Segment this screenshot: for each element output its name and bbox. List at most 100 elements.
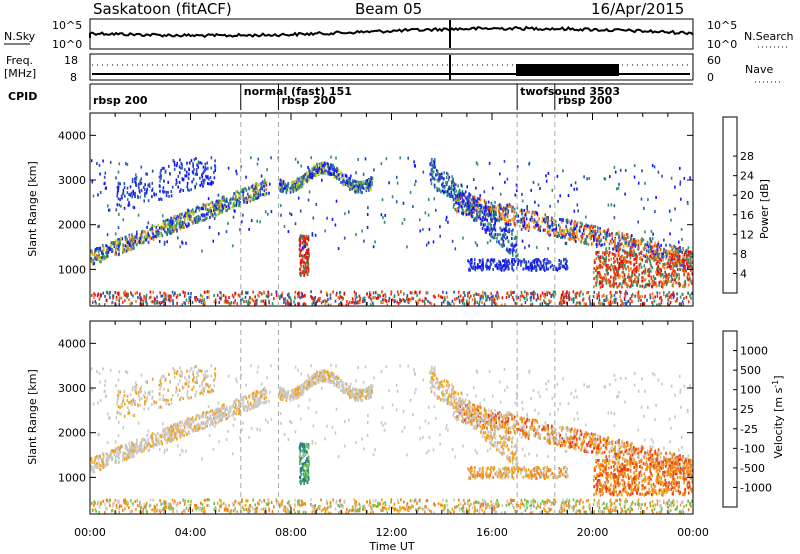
echo-cell [471, 207, 474, 211]
echo-cell [140, 298, 143, 302]
echo-cell [644, 259, 647, 263]
echo-cell [576, 222, 578, 226]
echo-cell [114, 251, 117, 255]
echo-cell [118, 248, 120, 252]
echo-cell [261, 180, 264, 184]
echo-cell [461, 193, 464, 197]
echo-cell [506, 207, 508, 211]
echo-cell [471, 215, 474, 219]
echo-cell [419, 218, 421, 222]
echo-cell [578, 238, 580, 241]
echo-cell [526, 204, 528, 208]
echo-cell [590, 302, 593, 306]
echo-cell [130, 247, 133, 251]
echo-cell [145, 293, 148, 297]
echo-cell [632, 269, 635, 273]
echo-cell [560, 218, 563, 222]
echo-cell [565, 233, 567, 237]
echo-cell [268, 301, 270, 305]
echo-cell [324, 300, 327, 304]
echo-cell [171, 217, 174, 221]
echo-cell [293, 188, 296, 192]
echo-cell [195, 182, 198, 186]
echo-cell [327, 303, 330, 306]
echo-cell [225, 230, 228, 234]
echo-cell [186, 185, 189, 189]
echo-cell [223, 197, 225, 201]
echo-cell [363, 296, 366, 300]
echo-cell [269, 182, 271, 186]
echo-cell [178, 225, 181, 229]
echo-cell [627, 242, 630, 246]
echo-cell [543, 261, 545, 265]
echo-cell [130, 291, 132, 295]
echo-cell [517, 261, 520, 265]
echo-cell [596, 266, 599, 270]
echo-cell [283, 182, 285, 186]
echo-cell [490, 219, 493, 223]
echo-cell [546, 291, 548, 295]
echo-cell [116, 203, 119, 207]
echo-cell [618, 284, 620, 288]
echo-cell [637, 276, 639, 280]
echo-cell [639, 295, 641, 299]
echo-cell [670, 296, 673, 300]
echo-cell [225, 209, 227, 213]
echo-cell [538, 227, 541, 231]
echo-cell [299, 184, 301, 188]
echo-cell [255, 299, 257, 303]
echo-cell [454, 195, 457, 199]
echo-cell [459, 201, 461, 205]
echo-cell [627, 272, 630, 276]
echo-cell [284, 186, 286, 190]
echo-cell [603, 252, 606, 256]
echo-cell [441, 189, 444, 193]
echo-cell [688, 265, 690, 269]
echo-cell [252, 197, 254, 201]
echo-cell [659, 257, 661, 261]
echo-cell [125, 249, 128, 253]
echo-cell [163, 298, 165, 301]
echo-cell [563, 232, 566, 236]
echo-cell [652, 283, 655, 287]
echo-cell [202, 213, 204, 217]
echo-cell [116, 191, 119, 195]
echo-cell [185, 174, 188, 178]
echo-cell [621, 261, 624, 265]
echo-cell [666, 265, 669, 269]
echo-cell [615, 282, 617, 286]
echo-cell [494, 232, 497, 236]
echo-cell [364, 182, 366, 185]
echo-cell [506, 212, 509, 216]
echo-cell [633, 262, 636, 266]
echo-cell [566, 267, 568, 271]
echo-cell [544, 292, 546, 296]
echo-cell [183, 221, 185, 225]
echo-cell [326, 299, 328, 303]
echo-cell [461, 209, 464, 213]
echo-cell [99, 256, 102, 260]
echo-cell [317, 172, 320, 176]
echo-cell [275, 291, 278, 295]
echo-cell [536, 212, 538, 216]
echo-cell [131, 178, 134, 181]
echo-cell [445, 190, 447, 194]
echo-cell [670, 176, 673, 180]
echo-cell [662, 255, 665, 258]
echo-cell [616, 248, 618, 252]
echo-cell [604, 263, 607, 267]
echo-cell [643, 264, 646, 268]
echo-cell [611, 252, 614, 256]
echo-cell [255, 192, 258, 196]
echo-cell [633, 280, 635, 284]
echo-cell [602, 251, 604, 255]
echo-cell [143, 199, 145, 203]
echo-cell [205, 212, 208, 216]
echo-cell [307, 198, 310, 202]
echo-cell [673, 262, 676, 266]
echo-cell [158, 197, 160, 201]
echo-cell [657, 253, 659, 257]
echo-cell [513, 210, 516, 214]
echo-cell [149, 236, 151, 240]
echo-cell [599, 232, 602, 236]
